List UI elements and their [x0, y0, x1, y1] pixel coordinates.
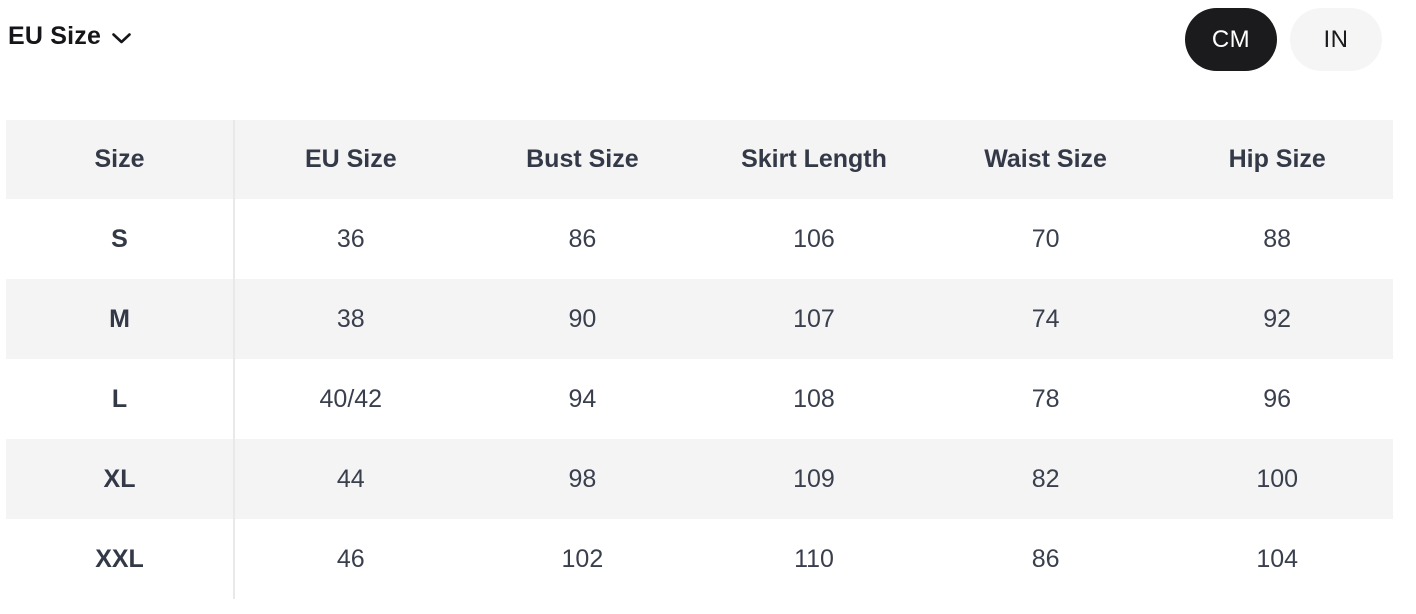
cell-l-hip-size: 96 — [1161, 359, 1393, 439]
row-label-s: S — [6, 199, 235, 279]
column-header-waist-size: Waist Size — [929, 120, 1162, 199]
cell-xxl-eu-size: 46 — [235, 519, 467, 599]
cell-s-bust-size: 86 — [466, 199, 699, 279]
cell-l-eu-size: 40/42 — [235, 359, 467, 439]
cell-m-skirt-length: 107 — [698, 279, 930, 359]
chevron-down-icon — [112, 32, 131, 43]
cell-xxl-bust-size: 102 — [466, 519, 699, 599]
row-label-l: L — [6, 359, 235, 439]
cell-m-hip-size: 92 — [1161, 279, 1393, 359]
row-label-m: M — [6, 279, 235, 359]
cell-xl-skirt-length: 109 — [698, 439, 930, 519]
size-standard-dropdown[interactable]: EU Size — [8, 22, 131, 51]
cell-s-hip-size: 88 — [1161, 199, 1393, 279]
row-label-xl: XL — [6, 439, 235, 519]
cell-s-waist-size: 70 — [929, 199, 1162, 279]
cell-s-eu-size: 36 — [235, 199, 467, 279]
column-header-hip-size: Hip Size — [1161, 120, 1393, 199]
size-standard-label: EU Size — [8, 22, 102, 50]
unit-in-button[interactable]: IN — [1290, 8, 1382, 71]
cell-l-skirt-length: 108 — [698, 359, 930, 439]
size-table: Size EU Size Bust Size Skirt Length Wais… — [6, 120, 1393, 599]
column-header-size: Size — [6, 120, 235, 199]
column-header-bust-size: Bust Size — [466, 120, 699, 199]
cell-xl-waist-size: 82 — [929, 439, 1162, 519]
cell-xl-eu-size: 44 — [235, 439, 467, 519]
cell-m-waist-size: 74 — [929, 279, 1162, 359]
cell-l-waist-size: 78 — [929, 359, 1162, 439]
cell-s-skirt-length: 106 — [698, 199, 930, 279]
unit-cm-button[interactable]: CM — [1185, 8, 1277, 71]
cell-xl-bust-size: 98 — [466, 439, 699, 519]
cell-xxl-skirt-length: 110 — [698, 519, 930, 599]
cell-m-eu-size: 38 — [235, 279, 467, 359]
unit-toggle: CM IN — [1185, 8, 1382, 71]
cell-m-bust-size: 90 — [466, 279, 699, 359]
row-label-xxl: XXL — [6, 519, 235, 599]
cell-xl-hip-size: 100 — [1161, 439, 1393, 519]
cell-l-bust-size: 94 — [466, 359, 699, 439]
topbar: EU Size CM IN — [0, 0, 1416, 120]
cell-xxl-hip-size: 104 — [1161, 519, 1393, 599]
column-header-skirt-length: Skirt Length — [698, 120, 930, 199]
cell-xxl-waist-size: 86 — [929, 519, 1162, 599]
column-header-eu-size: EU Size — [235, 120, 467, 199]
